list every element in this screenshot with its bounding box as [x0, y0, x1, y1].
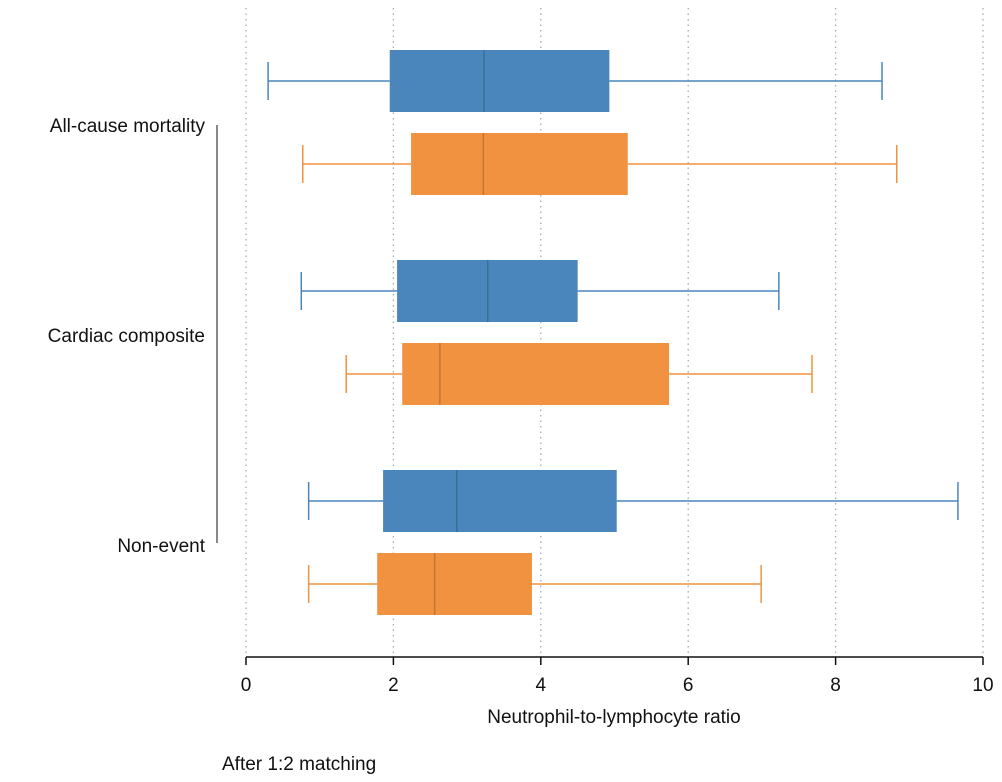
box — [383, 470, 617, 532]
x-tick-label: 2 — [388, 675, 399, 696]
x-tick-label: 0 — [241, 675, 252, 696]
x-tick-label: 10 — [972, 675, 993, 696]
x-tick-label: 4 — [536, 675, 547, 696]
box — [411, 133, 628, 195]
box — [402, 343, 670, 405]
x-tick-label: 8 — [830, 675, 841, 696]
x-axis-label: Neutrophil-to-lymphocyte ratio — [487, 707, 740, 728]
category-label: All-cause mortality — [50, 116, 206, 137]
box — [389, 50, 610, 112]
box — [397, 260, 578, 322]
category-label: Non-event — [117, 536, 205, 557]
caption: After 1:2 matching — [222, 754, 376, 775]
box — [377, 553, 532, 615]
x-tick-label: 6 — [683, 675, 694, 696]
category-label: Cardiac composite — [48, 326, 205, 347]
